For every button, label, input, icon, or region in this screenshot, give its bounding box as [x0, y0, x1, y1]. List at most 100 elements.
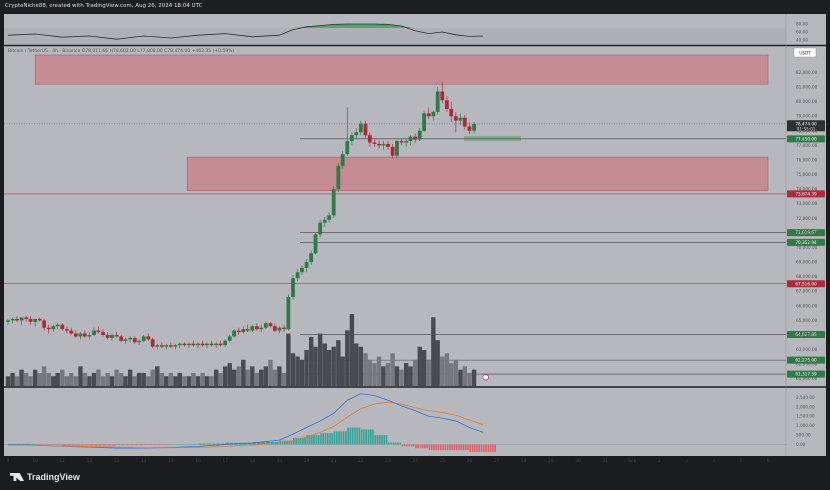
candle-body [105, 334, 110, 338]
macd-histogram-bar [401, 444, 404, 447]
macd-histogram-bar [351, 427, 354, 445]
volume-bar [340, 356, 345, 386]
candle-body [272, 326, 277, 331]
tradingview-logo[interactable]: TradingView [10, 472, 80, 482]
volume-bar [467, 372, 472, 386]
macd-histogram-bar [428, 444, 431, 451]
date-tick-label: 10 [32, 458, 38, 464]
price-level-label: 62,275.00 [795, 358, 817, 363]
date-tick-label: 28 [521, 458, 527, 464]
macd-histogram-bar [130, 444, 135, 446]
price-level-badge [787, 190, 825, 198]
candle-body [141, 336, 146, 341]
macd-histogram-bar [419, 444, 422, 449]
macd-histogram-bar [331, 433, 334, 445]
volume-bar [385, 363, 391, 386]
macd-histogram-bar [62, 444, 67, 446]
price-level-badge [787, 238, 825, 246]
macd-histogram-bar [363, 429, 365, 445]
currency-label: USDT [799, 51, 811, 56]
volume-bar [412, 359, 418, 386]
candle-body [214, 343, 219, 346]
macd-histogram-bar [225, 442, 230, 445]
candle-body [28, 318, 33, 322]
macd-histogram-bar [265, 442, 270, 445]
volume-bar [195, 376, 201, 386]
candle-body [24, 317, 29, 319]
macd-histogram-bar [485, 444, 487, 452]
rsi-band [4, 28, 786, 44]
supply-zone [186, 156, 769, 191]
volume-bar [295, 356, 300, 386]
candle-body [173, 345, 178, 347]
price-tick-label: 79,000.00 [796, 114, 818, 119]
macd-histogram-bar [93, 444, 98, 446]
macd-histogram-bar [306, 435, 309, 445]
candle-body [96, 330, 101, 333]
price-tick-label: 81,000.00 [796, 85, 818, 90]
date-tick-label: 14 [141, 458, 147, 464]
candle-body [467, 126, 472, 131]
volume-bar [78, 366, 83, 386]
macd-histogram-bar [367, 429, 370, 445]
candle-body [69, 330, 74, 334]
candle-body [205, 343, 209, 346]
volume-bar [254, 372, 260, 386]
chart-canvas[interactable]: 40.00 60.00 80.00 0.00 500.00 1,000.00 1,500.… [0, 0, 830, 466]
candle-body [37, 318, 42, 321]
candle-body [458, 117, 463, 121]
volume-bar [218, 372, 223, 386]
volume-bar [69, 372, 74, 386]
macd-histogram-bar [107, 444, 112, 446]
macd-histogram-bar [161, 444, 166, 446]
macd-histogram-bar [295, 437, 297, 445]
price-tick-label: 71,000.00 [796, 230, 818, 235]
volume-bar [146, 376, 151, 386]
volume-bar [37, 372, 42, 386]
volume-bar [440, 356, 445, 386]
volume-bar [367, 359, 373, 386]
candle-body [51, 326, 56, 330]
macd-histogram-bar [324, 433, 327, 445]
macd-histogram-bar [279, 440, 282, 445]
volume-bar [435, 340, 440, 386]
candle-body [399, 141, 404, 143]
macd-histogram-bar [412, 444, 415, 447]
candle-body [336, 165, 341, 190]
macd-histogram-bar [89, 444, 94, 446]
candle-body [55, 324, 60, 327]
volume-bar [132, 376, 137, 386]
rsi-tick-label: 40.00 [796, 38, 808, 43]
macd-histogram-bar [261, 442, 266, 445]
macd-histogram-bar [424, 444, 426, 449]
candle-body [137, 340, 141, 343]
volume-bar [299, 359, 305, 386]
candle-body [114, 334, 119, 337]
candle-body [426, 113, 431, 117]
macd-histogram-bar [376, 435, 379, 445]
volume-bar [222, 366, 228, 386]
volume-bar [118, 372, 124, 386]
candle-body [191, 343, 196, 346]
candle-body [110, 334, 114, 338]
volume-bar [32, 369, 38, 386]
volume-bar [336, 340, 341, 386]
replay-cursor-icon [482, 374, 489, 381]
date-tick-label: 29 [548, 458, 554, 464]
date-tick-label: 24 [412, 458, 418, 464]
candle-body [318, 222, 323, 235]
date-tick-label: 4 [712, 458, 715, 464]
macd-histogram-bar [313, 435, 316, 445]
candle-countdown: 01:55:01 [797, 126, 816, 131]
volume-bar [168, 372, 174, 386]
price-tick-label: 67,000.00 [796, 289, 818, 294]
candle-body [322, 219, 327, 223]
candle-body [350, 135, 354, 142]
date-tick-label: Sep [628, 458, 636, 464]
price-tick-label: 65,000.00 [796, 318, 818, 323]
currency-badge[interactable] [793, 47, 817, 58]
tradingview-logo-text: TradingView [27, 472, 80, 482]
candle-body [223, 340, 228, 346]
candle-body [286, 297, 291, 330]
macd-histogram-bar [415, 444, 417, 449]
